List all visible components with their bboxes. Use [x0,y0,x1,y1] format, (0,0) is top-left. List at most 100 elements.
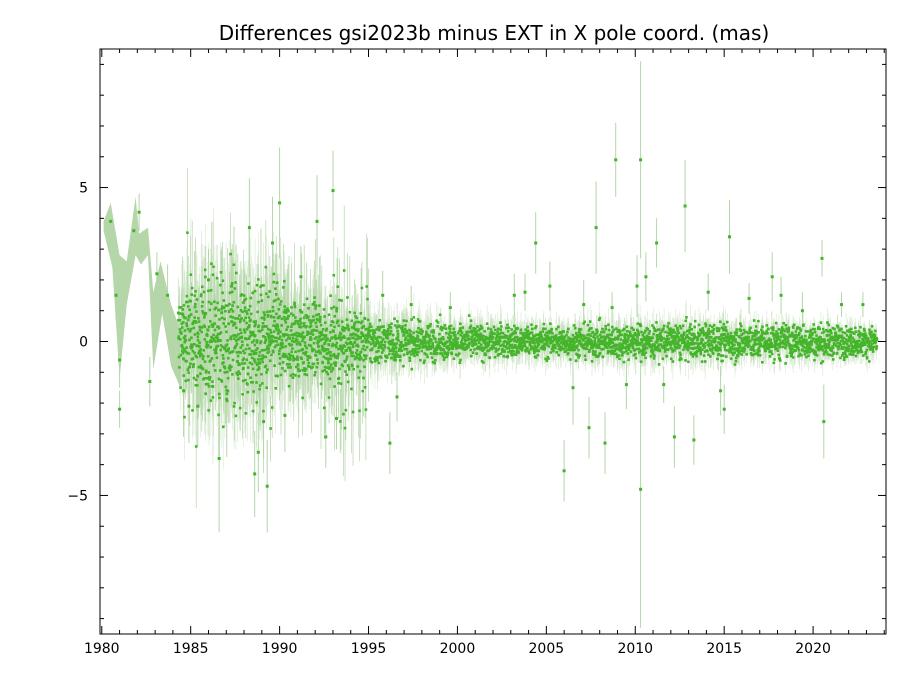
data-point [333,361,336,365]
data-point [311,349,314,353]
data-point [258,354,261,358]
data-point [223,317,226,321]
data-point [258,350,262,354]
data-point [278,335,282,338]
data-point [320,338,324,341]
data-point [181,308,184,311]
data-point [295,338,299,342]
data-point [376,339,379,343]
data-point [377,346,380,349]
data-point [291,336,295,340]
data-point [345,318,349,321]
data-point [304,353,307,356]
data-point [189,345,192,349]
data-point [393,353,397,356]
data-point [269,328,272,332]
data-point [244,347,248,351]
data-point [328,367,331,370]
data-point [303,372,307,376]
data-point [278,357,282,360]
data-point [184,334,187,338]
data-point [282,310,286,314]
data-point [225,392,229,396]
data-point [203,316,206,319]
data-point [239,351,242,354]
data-point [224,325,227,328]
data-point [363,365,366,369]
data-point [342,335,346,338]
data-point [238,320,242,324]
data-point [209,399,213,402]
data-point [183,347,186,351]
data-point [347,346,350,350]
data-point [258,387,261,391]
data-point [273,330,276,333]
data-point [268,310,272,313]
data-point [278,337,281,340]
data-point [187,378,190,382]
data-point [246,390,249,394]
data-point [369,342,373,346]
data-point [267,332,270,336]
data-point [371,329,374,332]
data-point [247,282,250,285]
data-point [291,347,294,350]
data-point [288,337,291,340]
data-point [189,362,192,366]
data-point [372,340,375,344]
data-point [292,340,296,344]
data-point [222,322,225,325]
data-point [246,383,249,386]
data-point [248,324,251,327]
data-point [264,355,267,359]
data-point [341,325,345,329]
data-point [221,425,225,429]
data-point [366,336,370,339]
data-point [211,380,214,383]
data-point [251,330,255,334]
data-point [335,308,338,312]
data-point [288,353,292,357]
data-point [245,310,248,313]
data-point [359,312,363,315]
data-point [274,387,277,390]
data-point [315,313,318,317]
data-point [298,332,301,335]
data-point [336,337,339,340]
data-point [371,347,374,350]
data-point [347,328,351,332]
data-point [345,373,348,376]
data-point [202,349,205,352]
data-point [387,346,390,350]
data-point [300,333,304,336]
data-point [226,339,229,342]
data-point [203,325,207,329]
data-point [381,343,385,347]
data-point [315,365,319,369]
data-point [286,336,290,340]
data-point [193,316,196,319]
data-point [262,284,265,287]
data-point [315,336,318,339]
data-point [252,332,255,335]
data-point [357,328,360,331]
data-point [245,358,248,362]
data-point [334,344,338,347]
data-point [235,335,238,338]
data-point [369,360,372,363]
data-point [261,382,264,385]
data-point [208,308,212,312]
data-point [310,337,313,341]
data-point [294,350,297,354]
data-point [225,330,228,334]
data-point [324,321,327,324]
data-point [237,333,240,336]
data-point [336,355,340,358]
data-point [296,364,300,367]
data-point [283,369,287,373]
data-point [239,328,242,331]
data-point [327,313,331,316]
data-point [268,359,272,362]
data-point [300,357,303,361]
data-point [361,334,365,337]
